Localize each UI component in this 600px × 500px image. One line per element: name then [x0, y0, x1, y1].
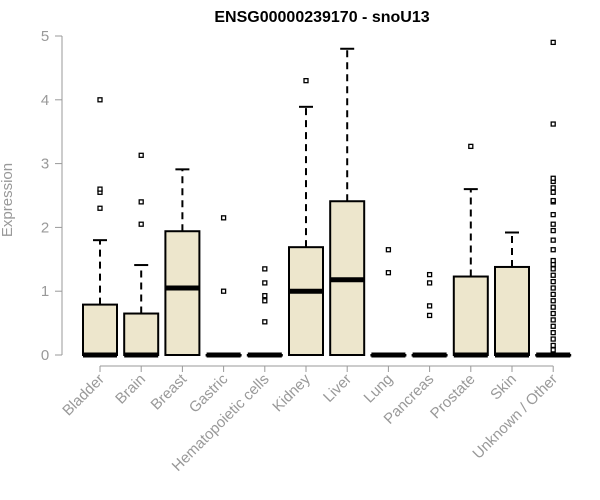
outlier-point — [550, 227, 556, 234]
y-axis: 0 1 2 3 4 5 — [41, 28, 63, 364]
x-tick-label: Kidney — [269, 370, 314, 415]
outlier-point — [550, 237, 556, 243]
x-tick-label: Liver — [320, 371, 355, 406]
y-axis-label: Expression — [0, 163, 16, 237]
outlier-point — [550, 39, 556, 46]
x-tick-label: Breast — [148, 370, 191, 413]
box-series — [82, 39, 572, 358]
y-tick-label: 1 — [41, 283, 49, 300]
outlier-point — [550, 247, 556, 253]
box-iqr — [452, 275, 489, 356]
outlier-point — [550, 121, 556, 127]
outlier-point — [550, 336, 556, 342]
x-tick-label: Brain — [112, 371, 149, 408]
outlier-point — [385, 247, 392, 253]
outlier-point — [468, 143, 474, 150]
outlier-point — [426, 312, 433, 319]
box-iqr — [494, 265, 530, 356]
outlier-point — [550, 278, 556, 285]
box-gastric — [205, 215, 242, 358]
outlier-point — [550, 298, 556, 304]
outlier-point — [303, 78, 309, 84]
outlier-point — [550, 272, 556, 278]
box-unknown-other — [535, 39, 572, 358]
outlier-point — [262, 298, 268, 304]
outlier-point — [550, 317, 556, 323]
outlier-point — [550, 310, 556, 317]
box-iqr — [288, 246, 324, 356]
y-tick-label: 4 — [41, 92, 49, 109]
outlier-point — [550, 266, 556, 272]
box-iqr — [164, 230, 201, 356]
box-prostate — [452, 143, 489, 358]
outlier-point — [426, 303, 433, 309]
outlier-point — [550, 257, 556, 264]
box-lung — [370, 247, 407, 358]
box-iqr — [82, 303, 118, 356]
y-tick-label: 3 — [41, 156, 49, 173]
chart-title: ENSG00000239170 - snoU13 — [214, 9, 429, 26]
outlier-point — [550, 197, 556, 204]
outlier-point — [97, 186, 103, 192]
box-brain — [123, 152, 160, 358]
x-tick-label: Prostate — [427, 371, 479, 423]
outlier-point — [550, 189, 556, 195]
outlier-point — [550, 211, 556, 218]
outlier-point — [550, 323, 556, 329]
outlier-point — [138, 199, 144, 205]
outlier-point — [97, 97, 103, 103]
x-tick-label: Bladder — [59, 371, 108, 420]
x-tick-label: Skin — [487, 371, 520, 404]
outlier-point — [550, 330, 556, 336]
outlier-point — [262, 319, 268, 325]
box-pancreas — [411, 271, 448, 358]
outlier-point — [426, 280, 433, 286]
outlier-point — [262, 293, 268, 299]
box-kidney — [288, 78, 324, 356]
y-tick-label: 2 — [41, 219, 49, 236]
box-breast — [164, 168, 201, 356]
box-bladder — [82, 97, 118, 358]
box-skin — [494, 231, 530, 358]
outlier-point — [550, 347, 556, 353]
outlier-point — [138, 152, 144, 158]
outlier-point — [550, 185, 556, 191]
box-hematopoietic-cells — [246, 266, 283, 358]
outlier-point — [550, 304, 556, 310]
outlier-point — [550, 221, 556, 227]
x-tick-label: Lung — [361, 371, 397, 407]
outlier-point — [262, 266, 268, 272]
outlier-point — [550, 291, 556, 298]
outlier-point — [97, 205, 103, 211]
outlier-point — [138, 221, 144, 227]
y-tick-label: 0 — [41, 347, 49, 364]
outlier-point — [550, 285, 556, 291]
outlier-point — [550, 342, 556, 349]
outlier-point — [220, 288, 227, 294]
box-liver — [329, 47, 366, 356]
outlier-point — [426, 271, 433, 278]
y-tick-label: 5 — [41, 28, 49, 45]
outlier-point — [550, 175, 556, 181]
outlier-point — [385, 270, 392, 276]
outlier-point — [262, 280, 268, 286]
box-iqr — [123, 312, 160, 356]
outlier-point — [220, 215, 227, 221]
